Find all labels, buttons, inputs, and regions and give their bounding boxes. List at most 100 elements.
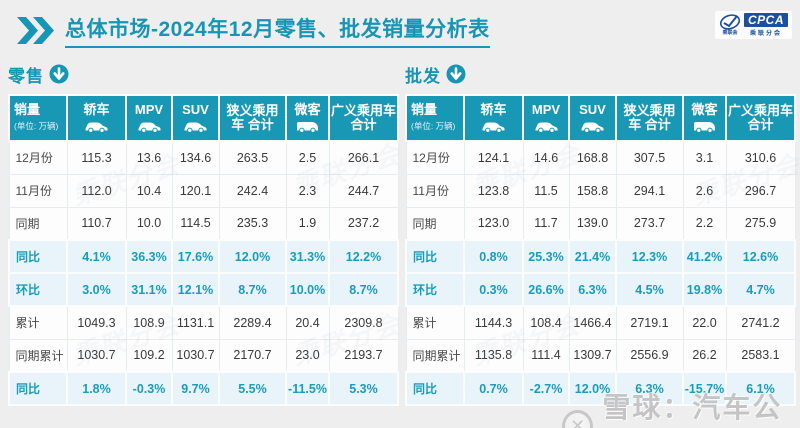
table-cell: 14.6 — [522, 140, 570, 175]
table-cell: 12.0% — [568, 371, 617, 406]
cpca-swoosh-icon — [719, 14, 741, 30]
table-cell: 294.1 — [615, 173, 684, 208]
table-cell: -2.7% — [522, 371, 570, 406]
column-header: SUV — [171, 94, 220, 142]
table-row: 同期 110.7 10.0 114.5 235.3 1.9 237.2 — [8, 206, 399, 241]
van-icon — [685, 120, 724, 133]
row-label: 同期累计 — [8, 338, 68, 373]
column-header: 狭义乘用车 合计 — [218, 94, 287, 142]
table-cell: 237.2 — [328, 206, 399, 241]
cpca-subtitle: 乘联分会 — [749, 31, 782, 37]
cpca-mark-label: 乘联会 — [722, 30, 738, 36]
row-label: 12月份 — [405, 140, 465, 175]
page-title-strong: 总体市场 — [65, 18, 151, 41]
table-cell: 19.8% — [682, 272, 727, 307]
down-arrow-circle-icon — [49, 64, 69, 84]
table-row: 累计 1049.3 108.9 1131.1 2289.4 20.4 2309.8 — [8, 305, 399, 340]
table-cell: 6.3% — [615, 371, 684, 406]
table-cell: 109.2 — [125, 338, 173, 373]
table-cell: 12.1% — [171, 272, 220, 307]
cpca-emblem: 乘联会 — [719, 13, 741, 36]
table-cell: 36.3% — [125, 239, 173, 274]
sedan-icon — [174, 120, 217, 133]
row-label: 环比 — [405, 272, 465, 307]
table-cell: 2309.8 — [328, 305, 399, 340]
table-cell: 0.3% — [463, 272, 524, 307]
table-cell: 110.7 — [66, 206, 127, 241]
table-cell: 1466.4 — [568, 305, 617, 340]
table-cell: 307.5 — [615, 140, 684, 175]
table-cell: 235.3 — [218, 206, 287, 241]
retail-label-text: 零售 — [8, 66, 44, 86]
table-cell: 12.2% — [328, 239, 399, 274]
table-cell: 10.0% — [285, 272, 330, 307]
row-label: 12月份 — [8, 140, 68, 175]
tables-area: 零售 销量 (单位: 万辆) 轿车 MPV SUV 狭义乘用车 合计 微客 广义乘用车 合计 … — [8, 60, 796, 406]
sedan-icon — [69, 120, 124, 133]
column-header: 狭义乘用车 合计 — [615, 94, 684, 142]
table-cell: 1030.7 — [171, 338, 220, 373]
row-label: 累计 — [8, 305, 68, 340]
table-cell: 5.5% — [218, 371, 287, 406]
column-header: SUV — [568, 94, 617, 142]
table-cell: 17.6% — [171, 239, 220, 274]
wholesale-table: 销量 (单位: 万辆) 轿车 MPV SUV 狭义乘用车 合计 微客 广义乘用车 合计 12月… — [405, 94, 796, 406]
table-cell: 2.3 — [285, 173, 330, 208]
table-cell: 275.9 — [725, 206, 796, 241]
table-cell: 1131.1 — [171, 305, 220, 340]
table-cell: 6.1% — [725, 371, 796, 406]
table-row: 同期累计 1135.8 111.4 1309.7 2556.9 26.2 2583.1 — [405, 338, 796, 373]
wholesale-section-label: 批发 — [405, 60, 794, 88]
row-label: 同比 — [8, 239, 68, 274]
table-cell: 12.0% — [218, 239, 287, 274]
retail-table-header: 销量 (单位: 万辆) 轿车 MPV SUV 狭义乘用车 合计 微客 广义乘用车 合计 — [8, 94, 399, 142]
table-cell: 115.3 — [66, 140, 127, 175]
table-cell: 10.4 — [125, 173, 173, 208]
table-cell: 23.0 — [285, 338, 330, 373]
table-cell: 4.5% — [615, 272, 684, 307]
table-cell: 1.9 — [285, 206, 330, 241]
table-cell: 1309.7 — [568, 338, 617, 373]
page-title-rest: -2024年12月零售、批发销量分析表 — [151, 18, 490, 41]
table-cell: 112.0 — [66, 173, 127, 208]
table-cell: 22.0 — [682, 305, 727, 340]
table-cell: 13.6 — [125, 140, 173, 175]
row-label: 环比 — [8, 272, 68, 307]
row-label: 同比 — [8, 371, 68, 406]
column-header: 微客 — [682, 94, 727, 142]
table-cell: 108.9 — [125, 305, 173, 340]
column-header: 销量 (单位: 万辆) — [8, 94, 68, 142]
table-cell: 2170.7 — [218, 338, 287, 373]
table-cell: 310.6 — [725, 140, 796, 175]
wholesale-section: 批发 销量 (单位: 万辆) 轿车 MPV SUV 狭义乘用车 合计 微客 广义乘用车 合计 … — [405, 60, 796, 406]
table-row: 环比 3.0% 31.1% 12.1% 8.7% 10.0% 8.7% — [8, 272, 399, 307]
table-cell: 1.8% — [66, 371, 127, 406]
table-cell: 108.4 — [522, 305, 570, 340]
table-cell: 2.2 — [682, 206, 727, 241]
table-cell: 1135.8 — [463, 338, 524, 373]
table-cell: 26.6% — [522, 272, 570, 307]
table-cell: 2.6 — [682, 173, 727, 208]
row-label: 同比 — [405, 371, 465, 406]
table-cell: 114.5 — [171, 206, 220, 241]
table-cell: 111.4 — [522, 338, 570, 373]
column-header: MPV — [522, 94, 570, 142]
table-row: 环比 0.3% 26.6% 6.3% 4.5% 19.8% 4.7% — [405, 272, 796, 307]
table-cell: 2193.7 — [328, 338, 399, 373]
table-cell: 3.1 — [682, 140, 727, 175]
column-header: 轿车 — [66, 94, 127, 142]
row-label: 同比 — [405, 239, 465, 274]
table-cell: 2583.1 — [725, 338, 796, 373]
table-cell: 0.8% — [463, 239, 524, 274]
table-cell: 124.1 — [463, 140, 524, 175]
table-cell: 266.1 — [328, 140, 399, 175]
table-cell: 8.7% — [218, 272, 287, 307]
table-cell: 242.4 — [218, 173, 287, 208]
table-cell: 1030.7 — [66, 338, 127, 373]
table-cell: 1144.3 — [463, 305, 524, 340]
table-cell: 10.0 — [125, 206, 173, 241]
row-label: 11月份 — [8, 173, 68, 208]
retail-section: 零售 销量 (单位: 万辆) 轿车 MPV SUV 狭义乘用车 合计 微客 广义乘用车 合计 … — [8, 60, 399, 406]
table-cell: 168.8 — [568, 140, 617, 175]
column-header: 微客 — [285, 94, 330, 142]
